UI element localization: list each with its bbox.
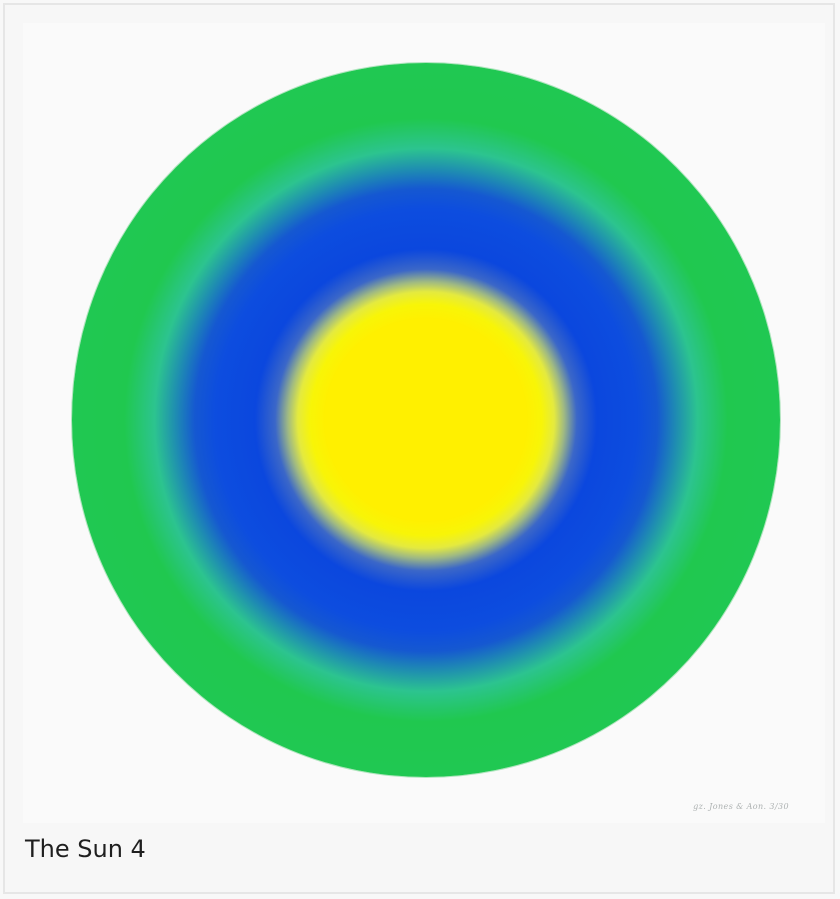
sun-circle-artwork bbox=[72, 63, 780, 777]
artwork-frame: gz. Jones & Aon. 3/30 bbox=[23, 23, 825, 823]
artwork-card: gz. Jones & Aon. 3/30 The Sun 4 bbox=[3, 3, 835, 894]
artist-signature: gz. Jones & Aon. 3/30 bbox=[693, 802, 789, 811]
artwork-title: The Sun 4 bbox=[25, 835, 146, 863]
